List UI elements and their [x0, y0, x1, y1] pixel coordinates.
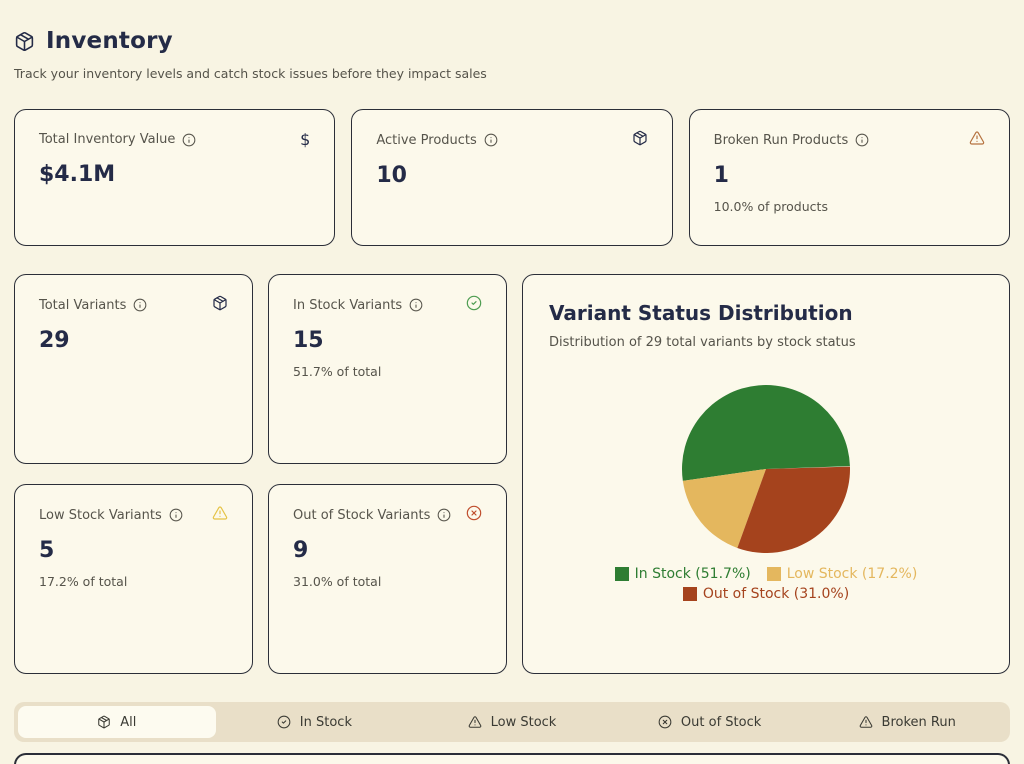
stat-label: Broken Run Products [713, 132, 849, 148]
tab-label: Out of Stock [680, 714, 762, 730]
stat-value: 1 [713, 163, 729, 188]
stat-card-total-inventory-value: Total Inventory Value $ $4.1M [14, 109, 336, 246]
legend-swatch [682, 587, 697, 601]
tab-label: In Stock [299, 714, 352, 730]
alert-triangle-icon [859, 716, 872, 728]
stat-label: Total Variants [39, 297, 127, 313]
stat-value: 9 [293, 538, 309, 563]
stat-card-broken-run-products: Broken Run Products 1 10.0% of products [688, 109, 1010, 246]
pie-slice-low-stock [682, 469, 766, 548]
legend-item-out-of-stock: Out of Stock (31.0%) [682, 586, 850, 602]
info-icon[interactable] [169, 508, 183, 522]
legend-item-in-stock: In Stock (51.7%) [614, 566, 751, 582]
legend-item-low-stock: Low Stock (17.2%) [766, 566, 918, 582]
legend-label: Out of Stock (31.0%) [702, 586, 850, 602]
variant-status-chart-card: Variant Status Distribution Distribution… [522, 274, 1010, 674]
main-grid: Total Variants 29 In Stock Variants 15 5… [14, 274, 1010, 674]
alert-triangle-icon [969, 131, 985, 145]
x-circle-icon [466, 505, 482, 521]
stat-value: 10 [376, 163, 407, 188]
dollar-icon: $ [300, 130, 311, 149]
tab-out-of-stock[interactable]: Out of Stock [611, 706, 809, 738]
page-subtitle: Track your inventory levels and catch st… [14, 66, 487, 81]
pie-legend-line-1: In Stock (51.7%) Low Stock (17.2%) [549, 566, 983, 582]
package-icon [633, 130, 647, 146]
stat-label: Low Stock Variants [39, 507, 162, 523]
stat-label: In Stock Variants [293, 297, 403, 313]
stat-sub: 17.2% of total [39, 574, 128, 589]
pie-legend-line-2: Out of Stock (31.0%) [549, 586, 983, 602]
tab-label: All [120, 714, 137, 730]
stat-card-low-stock-variants: Low Stock Variants 5 17.2% of total [14, 484, 253, 674]
pie-chart [682, 385, 851, 553]
legend-label: In Stock (51.7%) [634, 566, 751, 582]
page-title: Inventory [46, 28, 173, 54]
package-icon [15, 31, 34, 51]
stat-card-in-stock-variants: In Stock Variants 15 51.7% of total [268, 274, 507, 464]
info-icon[interactable] [855, 133, 869, 147]
stock-filter-tabs: All In Stock Low Stock Out of Stock Brok… [14, 702, 1010, 742]
alert-triangle-icon [468, 716, 481, 728]
tab-label: Broken Run [881, 714, 956, 730]
info-icon[interactable] [409, 298, 423, 312]
stat-sub: 10.0% of products [713, 199, 828, 214]
stat-label: Total Inventory Value [39, 132, 176, 147]
info-icon[interactable] [182, 133, 196, 147]
stat-card-out-of-stock-variants: Out of Stock Variants 9 31.0% of total [268, 484, 507, 674]
tab-broken-run[interactable]: Broken Run [808, 706, 1006, 738]
alert-triangle-icon [212, 506, 228, 520]
chart-subtitle: Distribution of 29 total variants by sto… [549, 335, 856, 350]
next-card-top-edge [14, 753, 1010, 764]
legend-swatch [614, 567, 629, 581]
pie-legend: In Stock (51.7%) Low Stock (17.2%) Out of… [549, 566, 983, 602]
tab-label: Low Stock [490, 714, 557, 730]
package-icon [213, 295, 227, 311]
chart-title: Variant Status Distribution [549, 301, 853, 325]
top-stat-cards: Total Inventory Value $ $4.1M Active Pro… [14, 109, 1010, 246]
stat-value: 29 [39, 328, 70, 353]
stat-label: Out of Stock Variants [293, 507, 431, 523]
pie-slice-out-of-stock [737, 466, 851, 553]
tab-in-stock[interactable]: In Stock [216, 706, 414, 738]
variant-stat-cards: Total Variants 29 In Stock Variants 15 5… [14, 274, 507, 674]
stat-sub: 31.0% of total [293, 574, 382, 589]
stat-value: $4.1M [39, 162, 116, 187]
stat-value: 5 [39, 538, 55, 563]
check-circle-icon [277, 715, 291, 729]
page-header: Inventory [14, 28, 1010, 54]
stat-card-active-products: Active Products 10 [351, 109, 673, 246]
x-circle-icon [658, 715, 672, 729]
stat-sub: 51.7% of total [293, 364, 382, 379]
stat-label: Active Products [376, 132, 477, 148]
info-icon[interactable] [437, 508, 451, 522]
stat-value: 15 [293, 328, 324, 353]
pie-slice-in-stock [682, 385, 850, 481]
tab-low-stock[interactable]: Low Stock [413, 706, 611, 738]
tab-all[interactable]: All [18, 706, 216, 738]
stat-card-total-variants: Total Variants 29 [14, 274, 253, 464]
legend-swatch [766, 567, 781, 581]
legend-label: Low Stock (17.2%) [786, 566, 918, 582]
check-circle-icon [466, 295, 482, 311]
info-icon[interactable] [133, 298, 147, 312]
package-icon [98, 715, 111, 729]
info-icon[interactable] [484, 133, 498, 147]
